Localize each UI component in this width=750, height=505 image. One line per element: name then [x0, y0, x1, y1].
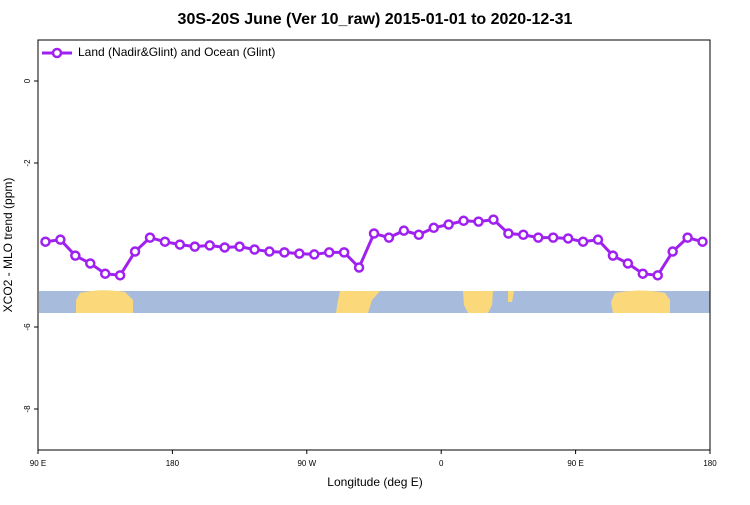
point: [562, 233, 574, 244]
point: [264, 246, 275, 257]
x-tick-label: 90 E: [30, 459, 46, 468]
point: [592, 234, 604, 245]
plot-frame: [37, 39, 711, 451]
point: [294, 248, 305, 259]
point: [70, 250, 81, 261]
y-tick-label: -2: [23, 159, 32, 167]
point: [114, 270, 126, 281]
y-tick-label: -8: [23, 405, 32, 413]
ocean: [39, 291, 710, 313]
series-line: [45, 217, 703, 277]
land: [508, 291, 514, 302]
point: [503, 228, 514, 239]
x-tick-label: 0: [439, 459, 444, 468]
x-tick-label: 90 E: [567, 459, 583, 468]
y-tick-label: 0: [23, 78, 32, 83]
point: [189, 241, 201, 252]
point: [129, 246, 141, 257]
land: [611, 290, 670, 313]
point: [488, 214, 499, 225]
y-tick-label: -6: [23, 323, 32, 331]
point: [383, 232, 395, 243]
legend-label: Land (Nadir&Glint) and Ocean (Glint): [78, 45, 275, 59]
point: [622, 258, 634, 269]
x-axis-label: Longitude (deg E): [327, 475, 422, 489]
point: [234, 241, 245, 252]
point: [458, 215, 469, 227]
point: [323, 247, 335, 258]
x-tick-label: 180: [703, 459, 717, 468]
point: [159, 236, 171, 247]
point: [443, 219, 454, 230]
point: [309, 249, 320, 260]
point: [547, 232, 559, 243]
x-tick-label: 180: [166, 459, 180, 468]
point: [577, 236, 589, 247]
point: [99, 268, 111, 279]
land: [463, 291, 493, 313]
point: [85, 258, 96, 269]
point: [55, 234, 66, 245]
point: [697, 236, 708, 247]
point: [398, 225, 410, 236]
chart-title: 30S-20S June (Ver 10_raw) 2015-01-01 to …: [178, 11, 573, 28]
x-tick-label: 90 W: [297, 459, 316, 468]
point: [533, 232, 544, 243]
point: [204, 240, 215, 251]
legend-marker: [51, 47, 63, 59]
land-ocean-band: [39, 290, 710, 313]
point: [652, 270, 663, 281]
point: [413, 229, 425, 240]
land: [76, 290, 133, 313]
point: [40, 236, 51, 247]
point: [219, 242, 230, 253]
point: [518, 229, 529, 240]
point: [473, 216, 484, 227]
point: [607, 250, 619, 261]
point: [174, 239, 186, 250]
point: [637, 268, 649, 279]
point: [144, 232, 156, 243]
point: [428, 222, 439, 234]
point: [249, 244, 260, 255]
point: [353, 262, 365, 273]
point: [667, 246, 678, 257]
point: [368, 228, 380, 239]
point: [682, 232, 693, 243]
point: [338, 247, 350, 258]
point: [279, 247, 290, 258]
land: [336, 291, 380, 313]
y-axis-label: XCO2 - MLO trend (ppm): [1, 178, 15, 313]
